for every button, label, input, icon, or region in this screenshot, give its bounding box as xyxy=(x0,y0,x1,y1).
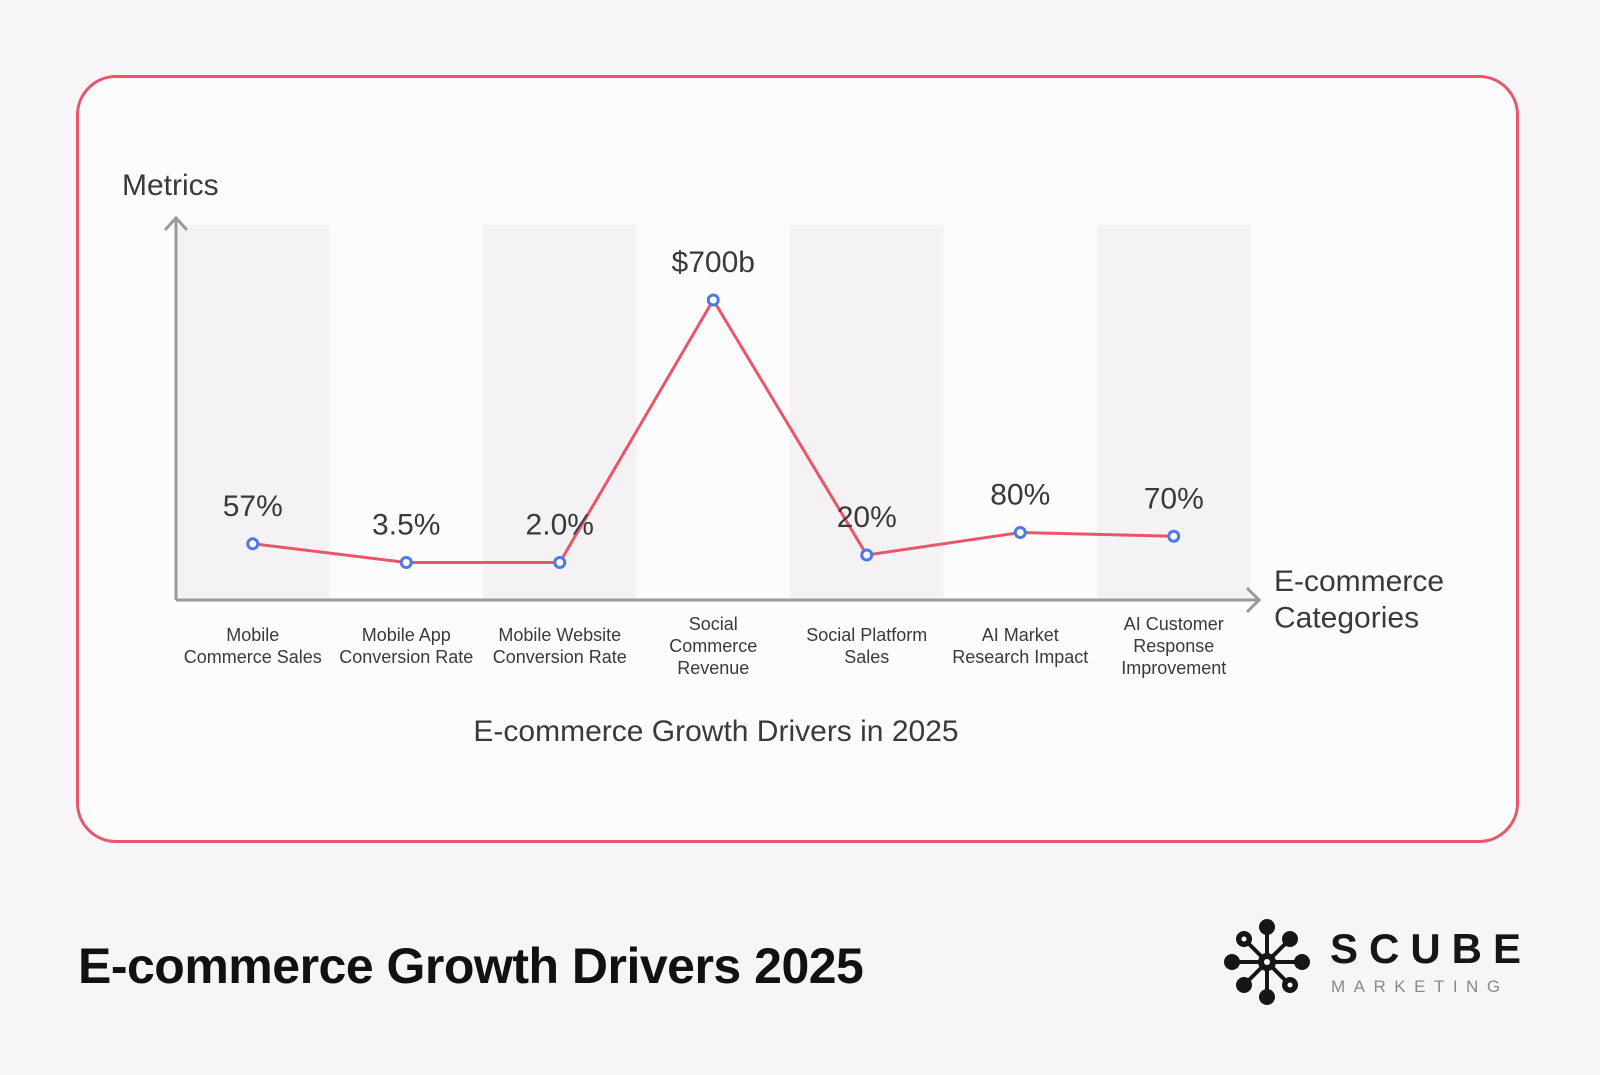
data-label: 3.5% xyxy=(372,509,440,542)
chart-title: E-commerce Growth Drivers in 2025 xyxy=(473,715,958,748)
category-band xyxy=(1097,225,1251,600)
x-axis-label: E-commerce Categories xyxy=(1274,565,1444,635)
category-band xyxy=(483,225,637,600)
category-label: Mobile App Conversion Rate xyxy=(339,625,473,667)
category-label: Mobile Commerce Sales xyxy=(184,625,322,667)
scube-logo-icon xyxy=(1224,919,1310,1005)
page-title: E-commerce Growth Drivers 2025 xyxy=(78,938,864,994)
data-point xyxy=(399,556,413,569)
data-label: $700b xyxy=(672,246,755,279)
data-label: 2.0% xyxy=(526,509,594,542)
y-axis-label: Metrics xyxy=(122,169,219,202)
line-chart: Metrics E-commerce Categories 57% 3.5% 2.0% $7… xyxy=(122,169,1444,748)
brand: SCUBE MARKETING xyxy=(1222,917,1522,1007)
brand-tagline: MARKETING xyxy=(1331,977,1509,996)
data-point xyxy=(706,293,720,307)
data-point xyxy=(1167,529,1181,543)
data-label: 20% xyxy=(837,501,897,534)
chart-card: Metrics E-commerce Categories 57% 3.5% 2.0% $7… xyxy=(76,75,1519,843)
data-point xyxy=(246,537,260,551)
category-label: Social Platform Sales xyxy=(806,625,927,667)
data-point xyxy=(1013,526,1027,539)
y-axis-arrow xyxy=(163,215,189,232)
category-label: AI Customer Response Improvement xyxy=(1121,614,1226,678)
data-label: 57% xyxy=(223,490,283,523)
brand-name: SCUBE xyxy=(1330,925,1533,972)
data-point xyxy=(860,548,874,562)
category-label: AI Market Research Impact xyxy=(952,625,1088,667)
data-label: 70% xyxy=(1144,482,1204,515)
data-label: 80% xyxy=(990,479,1050,512)
x-axis-arrow xyxy=(1245,586,1262,614)
category-band xyxy=(790,225,944,600)
data-point xyxy=(553,556,567,569)
category-label: Social Commerce Revenue xyxy=(669,614,757,678)
category-label: Mobile Website Conversion Rate xyxy=(493,625,627,667)
